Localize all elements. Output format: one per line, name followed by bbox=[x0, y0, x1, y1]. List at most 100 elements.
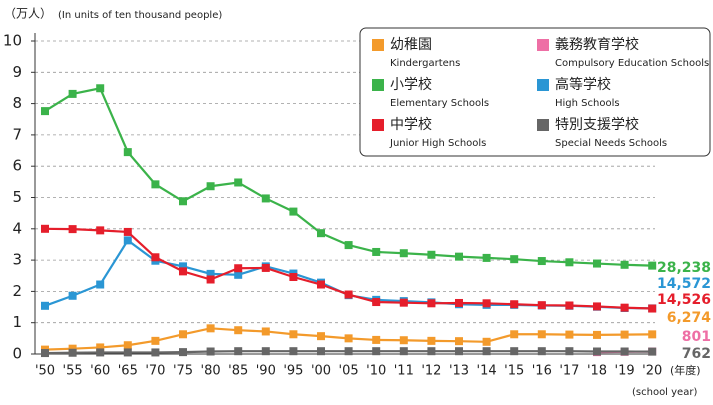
marker bbox=[317, 229, 325, 238]
marker bbox=[482, 347, 491, 356]
marker bbox=[344, 347, 353, 356]
marker bbox=[68, 348, 77, 357]
marker bbox=[151, 348, 160, 357]
marker bbox=[151, 180, 160, 189]
marker bbox=[123, 148, 132, 157]
y-tick-label: 2 bbox=[12, 282, 22, 300]
marker bbox=[427, 299, 436, 308]
y-tick-label: 1 bbox=[12, 313, 22, 331]
marker bbox=[96, 226, 105, 235]
legend-label: 幼稚園 bbox=[390, 37, 432, 53]
end-label: 14,572 bbox=[657, 276, 711, 292]
marker bbox=[179, 267, 187, 276]
y-tick-label: 3 bbox=[12, 251, 22, 269]
marker bbox=[151, 336, 160, 345]
marker bbox=[179, 330, 187, 339]
x-tick-label: '70 bbox=[145, 364, 165, 379]
marker bbox=[510, 330, 519, 339]
end-label: 762 bbox=[682, 346, 711, 362]
marker bbox=[593, 302, 601, 311]
legend-label-en: High Schools bbox=[555, 98, 620, 109]
x-tick-label: '50 bbox=[35, 364, 55, 379]
x-tick-label: '80 bbox=[201, 364, 221, 379]
y-label-en: (In units of ten thousand people) bbox=[58, 10, 222, 21]
marker bbox=[96, 348, 105, 357]
x-tick-label: '95 bbox=[283, 364, 303, 379]
marker bbox=[206, 275, 215, 284]
legend-swatch bbox=[537, 39, 549, 51]
marker bbox=[344, 290, 353, 299]
marker bbox=[179, 197, 187, 206]
y-tick-label: 7 bbox=[12, 125, 22, 143]
marker bbox=[510, 300, 519, 309]
x-tick-label: '19 bbox=[615, 364, 635, 379]
marker bbox=[96, 84, 105, 93]
marker bbox=[289, 347, 298, 356]
y-label: （万人） bbox=[4, 7, 52, 21]
x-tick-label: '60 bbox=[90, 364, 110, 379]
marker bbox=[620, 260, 629, 269]
marker bbox=[372, 347, 381, 356]
y-tick-label: 4 bbox=[12, 219, 22, 237]
marker bbox=[96, 343, 105, 352]
marker bbox=[68, 291, 77, 300]
marker bbox=[123, 227, 132, 236]
marker bbox=[648, 304, 657, 313]
marker bbox=[427, 336, 436, 345]
x-tick-label: '90 bbox=[256, 364, 276, 379]
marker bbox=[565, 347, 574, 356]
marker bbox=[537, 347, 546, 356]
end-label: 28,238 bbox=[657, 260, 711, 276]
marker bbox=[565, 258, 574, 267]
legend-label-en: Elementary Schools bbox=[390, 98, 489, 109]
marker bbox=[427, 250, 436, 259]
marker bbox=[344, 334, 353, 343]
x-label-en: (school year) bbox=[632, 387, 697, 398]
x-tick-label: '12 bbox=[421, 364, 441, 379]
marker bbox=[179, 262, 187, 271]
marker bbox=[537, 257, 546, 266]
marker bbox=[317, 347, 325, 356]
marker bbox=[372, 298, 381, 307]
marker bbox=[206, 347, 215, 356]
marker bbox=[399, 298, 408, 307]
marker bbox=[455, 298, 463, 307]
marker bbox=[399, 336, 408, 345]
marker bbox=[620, 330, 629, 339]
x-tick-label: '10 bbox=[366, 364, 386, 379]
y-tick-label: 5 bbox=[12, 188, 22, 206]
marker bbox=[179, 348, 187, 357]
x-tick-label: '20 bbox=[642, 364, 662, 379]
marker bbox=[455, 337, 463, 346]
marker bbox=[123, 236, 132, 245]
marker bbox=[206, 182, 215, 191]
x-tick-label: '18 bbox=[587, 364, 607, 379]
legend-label: 義務教育学校 bbox=[555, 36, 639, 53]
marker bbox=[289, 330, 298, 339]
x-tick-label: '05 bbox=[339, 364, 359, 379]
marker bbox=[648, 261, 657, 270]
marker bbox=[537, 301, 546, 310]
legend-box bbox=[359, 27, 711, 157]
x-tick-label: '11 bbox=[394, 364, 414, 379]
marker bbox=[482, 299, 491, 308]
legend-label: 中学校 bbox=[390, 116, 432, 133]
marker bbox=[68, 344, 77, 353]
legend-label: 高等学校 bbox=[555, 76, 611, 93]
x-tick-label: '65 bbox=[118, 364, 138, 379]
end-label: 6,274 bbox=[667, 310, 712, 326]
x-tick-label: '75 bbox=[173, 364, 193, 379]
marker bbox=[234, 264, 243, 273]
marker bbox=[427, 347, 436, 356]
y-tick-label: 0 bbox=[12, 345, 22, 363]
marker bbox=[593, 259, 601, 268]
marker bbox=[261, 347, 270, 356]
marker bbox=[206, 269, 215, 278]
marker bbox=[234, 326, 243, 335]
x-tick-label: '15 bbox=[504, 364, 524, 379]
end-label: 14,526 bbox=[657, 292, 711, 308]
marker bbox=[234, 178, 243, 187]
x-tick-label: '55 bbox=[63, 364, 83, 379]
marker bbox=[372, 335, 381, 344]
